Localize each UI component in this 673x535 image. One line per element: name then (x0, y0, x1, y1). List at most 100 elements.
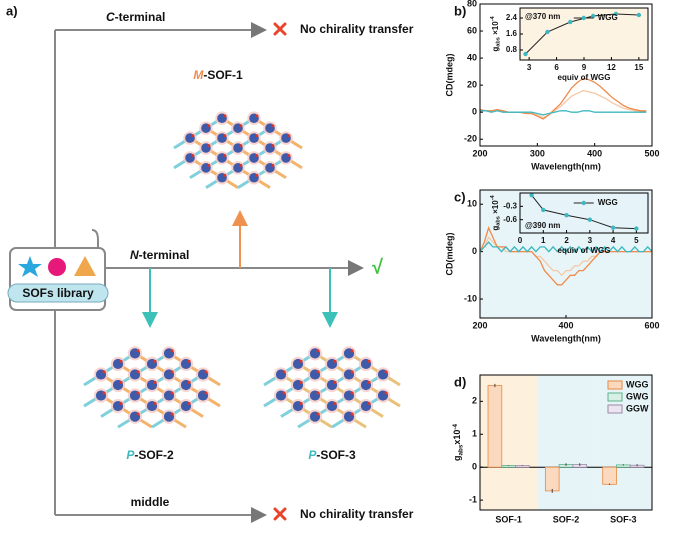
node-dot (255, 134, 259, 138)
node-dot (170, 349, 174, 353)
label-part: x10 (452, 430, 462, 445)
x-tick-label: 400 (558, 320, 573, 330)
x-tick-label: 15 (634, 63, 643, 72)
x-axis-label: equiv of WGG (558, 246, 611, 255)
plot-frame (519, 192, 649, 234)
label-part: ×10 (491, 21, 500, 37)
x-tick-label: 0 (518, 236, 523, 245)
annotation: @390 nm (525, 221, 560, 230)
data-point (568, 19, 573, 25)
panel-label: c) (454, 189, 466, 204)
scheme: a) C-terminal No chirality transfer M-SO… (6, 3, 414, 523)
data-line (479, 241, 653, 253)
framework-illustration (173, 111, 303, 189)
panel-label: d) (454, 374, 466, 389)
x-tick-label: 500 (644, 148, 659, 158)
node-dot (223, 134, 227, 138)
node-dot (282, 370, 286, 374)
legend-swatch (607, 404, 623, 414)
y-tick-label: -0.6 (503, 215, 517, 224)
node-dot (299, 380, 303, 384)
node-dot (367, 402, 371, 406)
node-dot (299, 359, 303, 363)
node-dot (207, 144, 211, 148)
node-dot (350, 370, 354, 374)
y-tick-label: 1.6 (506, 29, 518, 38)
node-dot (299, 402, 303, 406)
plot-frame (479, 3, 653, 147)
node-dot (316, 391, 320, 395)
data-point (545, 29, 550, 35)
node-dot (384, 370, 388, 374)
result-label: No chirality transfer (300, 507, 414, 521)
node-dot (187, 380, 191, 384)
node-dot (271, 124, 275, 128)
legend-label: WGG (626, 379, 649, 389)
node-dot (333, 380, 337, 384)
plot-background (520, 193, 648, 233)
data-point (590, 13, 596, 19)
y-tick-label: -20 (464, 134, 477, 144)
data-point (636, 12, 642, 18)
node-dot (191, 154, 195, 157)
cross-icon (273, 22, 287, 36)
node-dot (170, 391, 174, 395)
data-point (587, 217, 593, 222)
node-dot (153, 359, 157, 363)
node-dot (239, 164, 243, 167)
node-dot (204, 370, 208, 374)
y-axis-label: gabs ×10-4 (491, 15, 502, 51)
x-axis-label: Wavelength(nm) (531, 161, 601, 171)
node-dot (287, 154, 291, 157)
node-dot (384, 391, 388, 395)
y-axis-label: CD(mdeg) (444, 233, 454, 276)
node-dot (204, 391, 208, 395)
x-tick-label: 4 (611, 236, 616, 245)
x-tick-label: 200 (472, 148, 487, 158)
node-dot (223, 173, 227, 177)
y-tick-label: -10 (464, 293, 477, 303)
node-dot (350, 412, 354, 416)
legend-label: GWG (626, 391, 649, 401)
data-point (529, 193, 534, 198)
result-label: No chirality transfer (300, 22, 414, 36)
x-tick-label: SOF-2 (553, 514, 580, 524)
node-dot (119, 380, 123, 384)
node-dot (187, 402, 191, 406)
y-tick-label: 0 (472, 107, 477, 117)
node-dot (255, 173, 259, 177)
y-tick-label: 2.4 (506, 13, 518, 22)
legend-label: GGW (626, 403, 649, 413)
node-dot (287, 134, 291, 138)
branch-label: N-terminal (130, 248, 189, 262)
node-dot (333, 359, 337, 363)
node-dot (271, 164, 275, 167)
label-part: -4 (491, 194, 497, 200)
x-tick-label: SOF-1 (495, 514, 522, 524)
x-tick-label: 200 (472, 320, 487, 330)
data-point (541, 207, 546, 213)
y-axis-label: gabs ×10-4 (491, 194, 502, 230)
check-mark: √ (372, 256, 384, 278)
node-dot (333, 402, 337, 406)
x-tick-label: 9 (582, 63, 587, 72)
data-point (610, 225, 616, 230)
bar (602, 466, 617, 485)
library-label: SOFs library (22, 286, 94, 300)
sof-label: P-SOF-3 (308, 448, 356, 462)
bar (544, 466, 560, 492)
x-tick-label: 12 (607, 63, 616, 72)
y-tick-label: -1 (469, 494, 477, 504)
y-axis-label: CD(mdeg) (444, 54, 454, 97)
node-dot (271, 144, 275, 148)
label-part: abs (496, 216, 502, 226)
node-dot (102, 391, 106, 395)
branch-label: C-terminal (106, 10, 165, 24)
y-tick-label: 1 (472, 429, 477, 439)
data-point (564, 213, 569, 218)
x-tick-label: 600 (644, 320, 659, 330)
node-dot (207, 124, 211, 128)
x-tick-label: 6 (554, 63, 559, 72)
y-tick-label: -0.3 (503, 201, 517, 210)
